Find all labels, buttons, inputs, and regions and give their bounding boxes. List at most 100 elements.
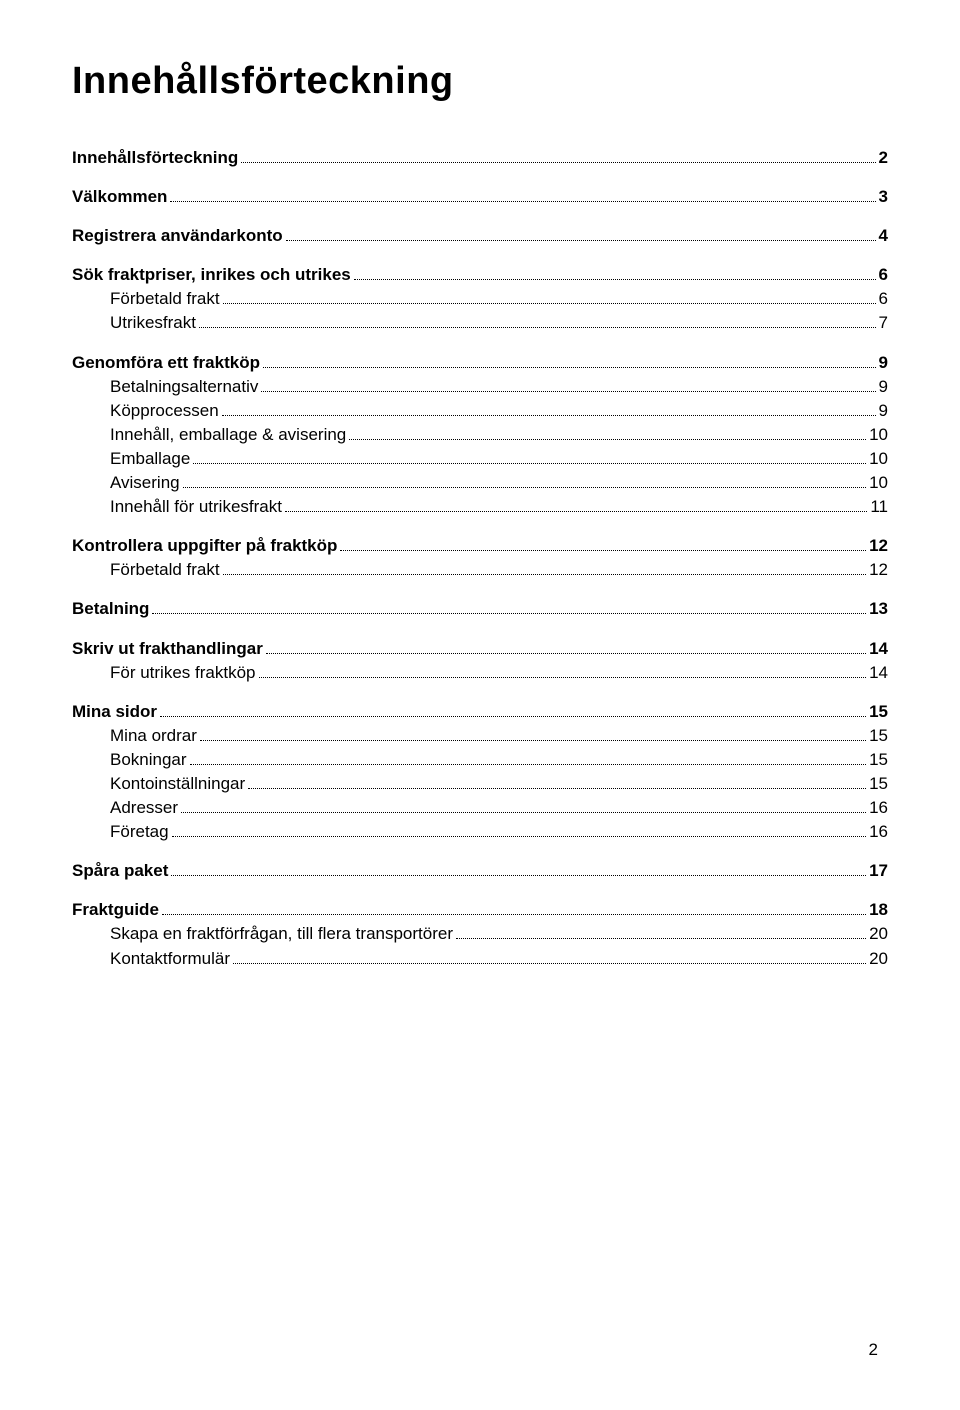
toc-row: Genomföra ett fraktköp9 (72, 352, 888, 374)
toc-label: Sök fraktpriser, inrikes och utrikes (72, 264, 351, 286)
toc-leader (171, 875, 866, 876)
toc-row: Adresser16 (72, 797, 888, 819)
toc-row: Bokningar 15 (72, 749, 888, 771)
toc-row: Företag16 (72, 821, 888, 843)
toc-row: Innehåll, emballage & avisering 10 (72, 424, 888, 446)
section-gap (72, 583, 888, 598)
toc-page: 15 (869, 773, 888, 795)
toc-leader (349, 439, 866, 440)
toc-label: Avisering (110, 472, 180, 494)
toc-page: 10 (869, 448, 888, 470)
section-gap (72, 623, 888, 638)
toc-page: 15 (869, 701, 888, 723)
toc-label: Förbetald frakt (110, 559, 220, 581)
toc-row: Skapa en fraktförfrågan, till flera tran… (72, 923, 888, 945)
toc-label: Förbetald frakt (110, 288, 220, 310)
toc-leader (162, 914, 866, 915)
toc-page: 14 (869, 638, 888, 660)
toc-row: Sök fraktpriser, inrikes och utrikes 6 (72, 264, 888, 286)
toc-row: Fraktguide 18 (72, 899, 888, 921)
toc-row: Spåra paket 17 (72, 860, 888, 882)
toc-page: 15 (869, 725, 888, 747)
toc-page: 10 (869, 472, 888, 494)
toc-page: 10 (869, 424, 888, 446)
toc-row: Innehåll för utrikesfrakt11 (72, 496, 888, 518)
toc-leader (222, 415, 876, 416)
toc-page: 4 (879, 225, 888, 247)
toc-row: För utrikes fraktköp 14 (72, 662, 888, 684)
toc-row: Avisering 10 (72, 472, 888, 494)
toc-page: 14 (869, 662, 888, 684)
toc-page: 6 (879, 264, 888, 286)
toc-leader (152, 613, 866, 614)
toc-label: Fraktguide (72, 899, 159, 921)
toc-page: 6 (879, 288, 888, 310)
toc-page: 9 (879, 352, 888, 374)
toc-row: Skriv ut frakthandlingar 14 (72, 638, 888, 660)
toc-row: Kontaktformulär20 (72, 948, 888, 970)
toc-leader (261, 391, 875, 392)
section-gap (72, 686, 888, 701)
toc-label: Innehållsförteckning (72, 147, 238, 169)
toc-leader (200, 740, 866, 741)
toc-row: Mina sidor 15 (72, 701, 888, 723)
toc-leader (199, 327, 876, 328)
toc-label: Företag (110, 821, 169, 843)
toc-page: 20 (869, 923, 888, 945)
toc-leader (354, 279, 876, 280)
toc-row: Betalningsalternativ9 (72, 376, 888, 398)
section-gap (72, 210, 888, 225)
toc-label: Innehåll för utrikesfrakt (110, 496, 282, 518)
toc-label: Mina sidor (72, 701, 157, 723)
toc-leader (193, 463, 866, 464)
toc-label: Kontrollera uppgifter på fraktköp (72, 535, 337, 557)
toc-leader (183, 487, 866, 488)
toc-row: Kontrollera uppgifter på fraktköp12 (72, 535, 888, 557)
toc-row: Välkommen3 (72, 186, 888, 208)
toc-leader (286, 240, 876, 241)
toc-page: 2 (879, 147, 888, 169)
toc-label: Bokningar (110, 749, 187, 771)
toc-label: Spåra paket (72, 860, 168, 882)
toc-page: 12 (869, 559, 888, 581)
toc-row: Innehållsförteckning 2 (72, 147, 888, 169)
toc-label: Skriv ut frakthandlingar (72, 638, 263, 660)
section-gap (72, 337, 888, 352)
toc-row: Registrera användarkonto 4 (72, 225, 888, 247)
toc-label: Emballage (110, 448, 190, 470)
toc-row: Köpprocessen 9 (72, 400, 888, 422)
section-gap (72, 520, 888, 535)
toc-label: Köpprocessen (110, 400, 219, 422)
toc-label: Innehåll, emballage & avisering (110, 424, 346, 446)
toc-row: Emballage 10 (72, 448, 888, 470)
toc-leader (223, 574, 866, 575)
toc-row: Kontoinställningar 15 (72, 773, 888, 795)
toc-row: Förbetald frakt 6 (72, 288, 888, 310)
toc-leader (172, 836, 866, 837)
toc-leader (170, 201, 875, 202)
toc-label: Utrikesfrakt (110, 312, 196, 334)
toc-page: 17 (869, 860, 888, 882)
toc-page: 18 (869, 899, 888, 921)
toc-row: Utrikesfrakt7 (72, 312, 888, 334)
section-gap (72, 249, 888, 264)
toc-page: 9 (879, 400, 888, 422)
toc-page: 3 (879, 186, 888, 208)
table-of-contents: Innehållsförteckning 2 Välkommen3 Registrer… (72, 147, 888, 970)
toc-leader (241, 162, 875, 163)
page-title: Innehållsförteckning (72, 60, 888, 103)
toc-leader (456, 938, 866, 939)
toc-page: 15 (869, 749, 888, 771)
page-number: 2 (869, 1340, 878, 1360)
toc-label: Kontoinställningar (110, 773, 245, 795)
toc-row: Förbetald frakt 12 (72, 559, 888, 581)
toc-page: 13 (869, 598, 888, 620)
toc-leader (190, 764, 867, 765)
toc-label: Mina ordrar (110, 725, 197, 747)
section-gap (72, 171, 888, 186)
toc-label: Adresser (110, 797, 178, 819)
toc-label: Registrera användarkonto (72, 225, 283, 247)
toc-label: För utrikes fraktköp (110, 662, 256, 684)
toc-leader (263, 367, 876, 368)
toc-leader (160, 716, 866, 717)
